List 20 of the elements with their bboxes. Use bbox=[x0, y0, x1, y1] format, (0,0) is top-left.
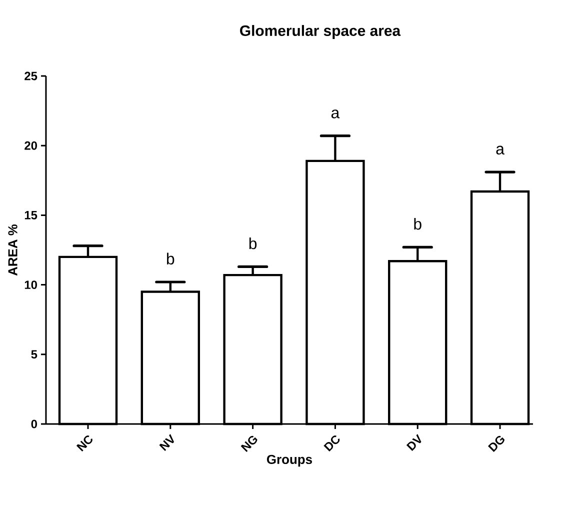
x-tick-label: NC bbox=[76, 436, 92, 452]
y-tick-label: 5 bbox=[31, 350, 38, 359]
data-label: a bbox=[331, 110, 340, 118]
y-axis-title: AREA % bbox=[8, 224, 18, 276]
data-label: b bbox=[414, 218, 422, 230]
x-axis-title: Groups bbox=[266, 454, 312, 467]
x-tick-label: DC bbox=[324, 436, 340, 452]
x-tick-label: NV bbox=[159, 434, 174, 451]
chart-title: Glomerular space area bbox=[240, 25, 401, 39]
x-tick-label: DG bbox=[488, 436, 504, 452]
x-tick-label: NG bbox=[240, 436, 258, 452]
data-label: a bbox=[496, 146, 504, 155]
y-tick-label: 20 bbox=[24, 141, 37, 150]
x-tick-label: DV bbox=[406, 434, 422, 451]
y-tick-label: 10 bbox=[24, 280, 37, 290]
data-label: b bbox=[249, 237, 257, 250]
y-tick-label: 0 bbox=[31, 420, 37, 428]
data-label: b bbox=[167, 252, 174, 264]
y-tick-label: 25 bbox=[24, 72, 38, 80]
y-tick-label: 15 bbox=[24, 211, 38, 220]
